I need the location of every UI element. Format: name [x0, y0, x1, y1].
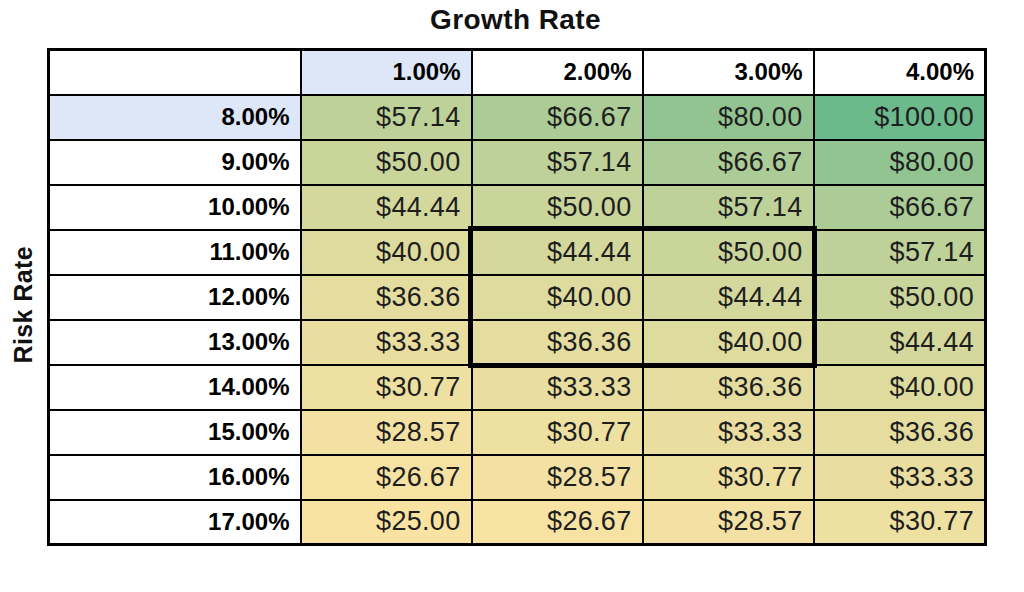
value-cell[interactable]: $50.00 [643, 230, 814, 275]
corner-cell[interactable] [49, 50, 301, 95]
value-cell[interactable]: $26.67 [301, 455, 472, 500]
value-cell[interactable]: $28.57 [472, 455, 643, 500]
header-row: 1.00%2.00%3.00%4.00% [49, 50, 986, 95]
value-cell[interactable]: $44.44 [472, 230, 643, 275]
value-cell[interactable]: $33.33 [643, 410, 814, 455]
value-cell[interactable]: $57.14 [472, 140, 643, 185]
value-cell[interactable]: $50.00 [472, 185, 643, 230]
risk-rate-axis-title-wrap: Risk Rate [0, 48, 46, 562]
table-row: 14.00%$30.77$33.33$36.36$40.00 [49, 365, 986, 410]
row-header-17.00%[interactable]: 17.00% [49, 500, 301, 545]
row-header-10.00%[interactable]: 10.00% [49, 185, 301, 230]
value-cell[interactable]: $25.00 [301, 500, 472, 545]
col-header-1.00%[interactable]: 1.00% [301, 50, 472, 95]
table-row: 12.00%$36.36$40.00$44.44$50.00 [49, 275, 986, 320]
value-cell[interactable]: $80.00 [643, 95, 814, 140]
value-cell[interactable]: $57.14 [814, 230, 986, 275]
row-header-9.00%[interactable]: 9.00% [49, 140, 301, 185]
row-header-13.00%[interactable]: 13.00% [49, 320, 301, 365]
sensitivity-table: 1.00%2.00%3.00%4.00% 8.00%$57.14$66.67$8… [47, 48, 987, 546]
value-cell[interactable]: $100.00 [814, 95, 986, 140]
value-cell[interactable]: $26.67 [472, 500, 643, 545]
row-header-16.00%[interactable]: 16.00% [49, 455, 301, 500]
value-cell[interactable]: $30.77 [643, 455, 814, 500]
value-cell[interactable]: $66.67 [472, 95, 643, 140]
value-cell[interactable]: $36.36 [643, 365, 814, 410]
value-cell[interactable]: $33.33 [814, 455, 986, 500]
row-header-14.00%[interactable]: 14.00% [49, 365, 301, 410]
value-cell[interactable]: $66.67 [643, 140, 814, 185]
row-header-11.00%[interactable]: 11.00% [49, 230, 301, 275]
value-cell[interactable]: $40.00 [814, 365, 986, 410]
value-cell[interactable]: $40.00 [643, 320, 814, 365]
table-row: 9.00%$50.00$57.14$66.67$80.00 [49, 140, 986, 185]
table-row: 15.00%$28.57$30.77$33.33$36.36 [49, 410, 986, 455]
value-cell[interactable]: $36.36 [301, 275, 472, 320]
table-row: 17.00%$25.00$26.67$28.57$30.77 [49, 500, 986, 545]
row-header-12.00%[interactable]: 12.00% [49, 275, 301, 320]
value-cell[interactable]: $33.33 [301, 320, 472, 365]
sensitivity-analysis-page: Growth Rate Risk Rate 1.00%2.00%3.00%4.0… [0, 0, 1024, 592]
value-cell[interactable]: $36.36 [472, 320, 643, 365]
value-cell[interactable]: $30.77 [814, 500, 986, 545]
value-cell[interactable]: $44.44 [643, 275, 814, 320]
table-row: 11.00%$40.00$44.44$50.00$57.14 [49, 230, 986, 275]
value-cell[interactable]: $57.14 [643, 185, 814, 230]
value-cell[interactable]: $28.57 [301, 410, 472, 455]
value-cell[interactable]: $40.00 [301, 230, 472, 275]
table-row: 10.00%$44.44$50.00$57.14$66.67 [49, 185, 986, 230]
value-cell[interactable]: $44.44 [814, 320, 986, 365]
table-row: 16.00%$26.67$28.57$30.77$33.33 [49, 455, 986, 500]
growth-rate-axis-title: Growth Rate [47, 4, 984, 36]
col-header-2.00%[interactable]: 2.00% [472, 50, 643, 95]
value-cell[interactable]: $44.44 [301, 185, 472, 230]
table-row: 13.00%$33.33$36.36$40.00$44.44 [49, 320, 986, 365]
table-row: 8.00%$57.14$66.67$80.00$100.00 [49, 95, 986, 140]
value-cell[interactable]: $57.14 [301, 95, 472, 140]
col-header-4.00%[interactable]: 4.00% [814, 50, 986, 95]
col-header-3.00%[interactable]: 3.00% [643, 50, 814, 95]
value-cell[interactable]: $36.36 [814, 410, 986, 455]
value-cell[interactable]: $33.33 [472, 365, 643, 410]
row-header-15.00%[interactable]: 15.00% [49, 410, 301, 455]
value-cell[interactable]: $80.00 [814, 140, 986, 185]
value-cell[interactable]: $30.77 [301, 365, 472, 410]
value-cell[interactable]: $50.00 [301, 140, 472, 185]
value-cell[interactable]: $28.57 [643, 500, 814, 545]
row-header-8.00%[interactable]: 8.00% [49, 95, 301, 140]
value-cell[interactable]: $66.67 [814, 185, 986, 230]
value-cell[interactable]: $40.00 [472, 275, 643, 320]
risk-rate-axis-title: Risk Rate [9, 246, 38, 364]
value-cell[interactable]: $50.00 [814, 275, 986, 320]
value-cell[interactable]: $30.77 [472, 410, 643, 455]
